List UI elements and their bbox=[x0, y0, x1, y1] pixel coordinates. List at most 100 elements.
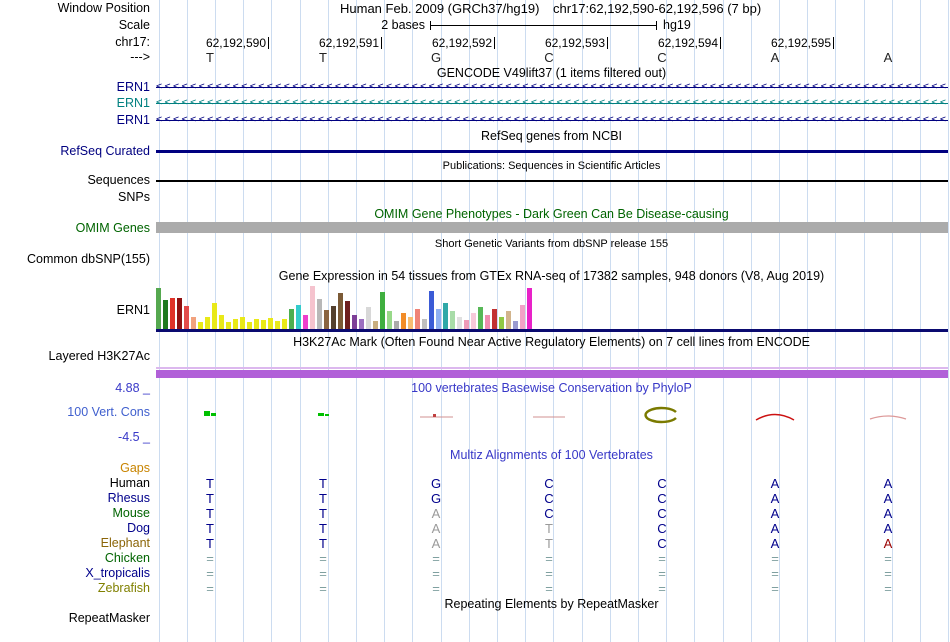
gtex-tissue-bar[interactable] bbox=[296, 305, 301, 330]
gtex-tissue-bar[interactable] bbox=[268, 318, 273, 330]
refseq-curated-label[interactable]: RefSeq Curated bbox=[60, 144, 150, 158]
strand-arrow-label[interactable]: ---> bbox=[130, 50, 150, 64]
gtex-tissue-bar[interactable] bbox=[366, 307, 371, 330]
gtex-tissue-bar[interactable] bbox=[198, 322, 203, 330]
ruler-tick bbox=[381, 37, 382, 49]
species-label[interactable]: Chicken bbox=[104, 551, 150, 565]
gene-intron-arrows[interactable]: <<<<<<<<<<<<<<<<<<<<<<<<<<<<<<<<<<<<<<<<… bbox=[156, 80, 948, 94]
gtex-tissue-bar[interactable] bbox=[373, 321, 378, 330]
alignment-base: = bbox=[771, 551, 779, 566]
gtex-tissue-bar[interactable] bbox=[310, 286, 315, 330]
snps-label[interactable]: SNPs bbox=[118, 190, 150, 204]
alignment-base: A bbox=[770, 491, 780, 506]
gene-label[interactable]: ERN1 bbox=[116, 96, 150, 110]
sequences-item-bar[interactable] bbox=[156, 180, 948, 182]
gene-label[interactable]: ERN1 bbox=[116, 80, 150, 94]
gtex-tissue-bar[interactable] bbox=[240, 317, 245, 330]
gtex-tissue-bar[interactable] bbox=[324, 310, 329, 330]
gtex-tissue-bar[interactable] bbox=[170, 298, 175, 330]
alignment-base: = bbox=[432, 551, 440, 566]
gtex-tissue-bar[interactable] bbox=[408, 317, 413, 330]
gtex-tissue-bar[interactable] bbox=[387, 311, 392, 330]
gaps-row-label[interactable]: Gaps bbox=[120, 461, 150, 475]
gtex-tissue-bar[interactable] bbox=[317, 299, 322, 330]
guideline bbox=[468, 0, 470, 642]
gene-label[interactable]: ERN1 bbox=[116, 113, 150, 127]
gtex-tissue-bar[interactable] bbox=[394, 321, 399, 330]
gtex-tissue-bar[interactable] bbox=[184, 306, 189, 330]
species-label[interactable]: Elephant bbox=[100, 536, 150, 550]
species-label[interactable]: Human bbox=[109, 476, 150, 490]
species-label[interactable]: Mouse bbox=[112, 506, 150, 520]
gtex-tissue-bar[interactable] bbox=[219, 315, 224, 330]
phylop-wiggle-plot[interactable] bbox=[155, 402, 948, 434]
scale-bar bbox=[430, 25, 657, 26]
gtex-tissue-bar[interactable] bbox=[352, 315, 357, 330]
gtex-tissue-bar[interactable] bbox=[499, 317, 504, 330]
gtex-tissue-bar[interactable] bbox=[233, 319, 238, 330]
gtex-tissue-bar[interactable] bbox=[450, 311, 455, 330]
gtex-tissue-bar[interactable] bbox=[429, 291, 434, 330]
gtex-tissue-bar[interactable] bbox=[156, 288, 161, 330]
gene-intron-arrows[interactable]: <<<<<<<<<<<<<<<<<<<<<<<<<<<<<<<<<<<<<<<<… bbox=[156, 96, 948, 110]
sequences-label[interactable]: Sequences bbox=[87, 173, 150, 187]
gtex-gene-model-bar[interactable] bbox=[156, 329, 948, 332]
gtex-gene-label[interactable]: ERN1 bbox=[116, 303, 150, 317]
h3k27ac-signal-bar[interactable] bbox=[156, 370, 948, 378]
guideline bbox=[835, 0, 837, 642]
gtex-tissue-bar[interactable] bbox=[478, 307, 483, 330]
ruler-tick bbox=[720, 37, 721, 49]
ruler-tick-label: 62,192,590 bbox=[205, 36, 266, 50]
phylop-track-label[interactable]: 100 Vert. Cons bbox=[67, 405, 150, 419]
h3k27ac-label[interactable]: Layered H3K27Ac bbox=[48, 349, 150, 363]
gtex-tissue-bar[interactable] bbox=[436, 309, 441, 330]
omim-gene-bar[interactable] bbox=[156, 222, 948, 233]
gtex-tissue-bar[interactable] bbox=[513, 321, 518, 330]
gtex-tissue-bar[interactable] bbox=[401, 313, 406, 330]
repeatmasker-label[interactable]: RepeatMasker bbox=[68, 611, 150, 625]
species-label[interactable]: X_tropicalis bbox=[85, 566, 150, 580]
gtex-tissue-bar[interactable] bbox=[415, 309, 420, 330]
gtex-tissue-bar[interactable] bbox=[247, 322, 252, 330]
gene-intron-arrows[interactable]: <<<<<<<<<<<<<<<<<<<<<<<<<<<<<<<<<<<<<<<<… bbox=[156, 113, 948, 127]
gtex-tissue-bar[interactable] bbox=[492, 309, 497, 330]
gene-intron-line bbox=[156, 120, 948, 121]
gtex-tissue-bar[interactable] bbox=[254, 319, 259, 330]
refseq-gene-bar[interactable] bbox=[156, 150, 948, 153]
species-label[interactable]: Zebrafish bbox=[97, 581, 150, 595]
gtex-tissue-bar[interactable] bbox=[380, 292, 385, 330]
gtex-tissue-bar[interactable] bbox=[212, 303, 217, 330]
gtex-tissue-bar[interactable] bbox=[471, 313, 476, 330]
species-label[interactable]: Rhesus bbox=[107, 491, 150, 505]
gtex-tissue-bar[interactable] bbox=[464, 320, 469, 330]
gtex-tissue-bar[interactable] bbox=[506, 311, 511, 330]
alignment-base: C bbox=[544, 506, 554, 521]
alignment-base: = bbox=[771, 581, 779, 596]
gtex-tissue-bar[interactable] bbox=[457, 317, 462, 330]
h3k27ac-signal-upper[interactable] bbox=[156, 367, 948, 369]
gtex-tissue-bar[interactable] bbox=[289, 309, 294, 330]
gtex-tissue-bar[interactable] bbox=[485, 315, 490, 330]
alignment-base: T bbox=[206, 491, 214, 506]
alignment-base: = bbox=[658, 566, 666, 581]
gtex-tissue-bar[interactable] bbox=[163, 300, 168, 330]
gtex-tissue-bar[interactable] bbox=[345, 301, 350, 330]
gtex-tissue-bar[interactable] bbox=[177, 298, 182, 330]
gtex-tissue-bar[interactable] bbox=[422, 319, 427, 330]
gtex-tissue-bar[interactable] bbox=[282, 319, 287, 330]
gtex-tissue-bar[interactable] bbox=[443, 303, 448, 330]
gtex-tissue-bar[interactable] bbox=[275, 321, 280, 330]
gtex-tissue-bar[interactable] bbox=[226, 322, 231, 330]
gtex-tissue-bar[interactable] bbox=[359, 319, 364, 330]
gtex-tissue-bar[interactable] bbox=[520, 305, 525, 330]
gtex-tissue-bar[interactable] bbox=[338, 293, 343, 330]
omim-genes-label[interactable]: OMIM Genes bbox=[75, 221, 150, 235]
gtex-tissue-bar[interactable] bbox=[261, 320, 266, 330]
gtex-tissue-bar[interactable] bbox=[191, 317, 196, 330]
gtex-tissue-bar[interactable] bbox=[527, 288, 532, 330]
gtex-tissue-bar[interactable] bbox=[303, 315, 308, 330]
species-label[interactable]: Dog bbox=[127, 521, 150, 535]
dbsnp-label[interactable]: Common dbSNP(155) bbox=[27, 252, 150, 266]
gtex-tissue-bar[interactable] bbox=[205, 317, 210, 330]
gtex-tissue-bar[interactable] bbox=[331, 306, 336, 330]
